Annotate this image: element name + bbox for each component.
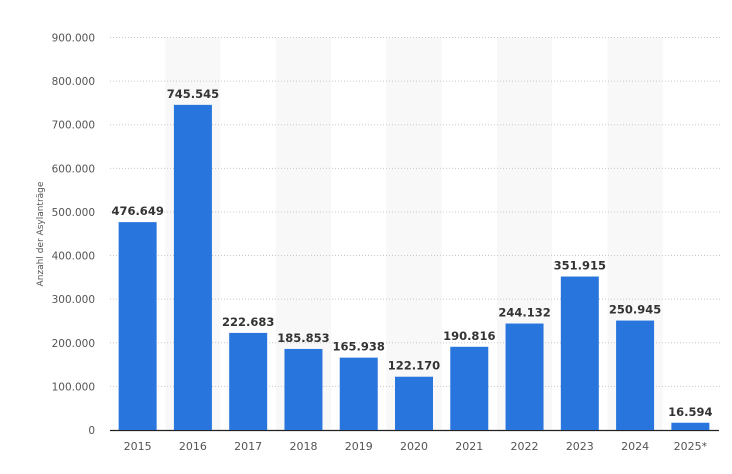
x-tick-label: 2016 <box>179 440 207 453</box>
bar-2021 <box>450 346 489 430</box>
data-label: 244.132 <box>498 306 550 320</box>
data-label: 122.170 <box>388 359 440 373</box>
y-tick-label: 200.000 <box>52 338 95 350</box>
x-tick-label: 2021 <box>455 440 483 453</box>
y-tick-label: 500.000 <box>52 207 95 219</box>
y-tick-label: 700.000 <box>52 120 95 132</box>
data-label: 165.938 <box>333 340 385 354</box>
data-label: 190.816 <box>443 329 495 343</box>
x-tick-label: 2022 <box>511 440 539 453</box>
x-tick-label: 2017 <box>234 440 262 453</box>
bar-2018 <box>284 348 323 430</box>
y-tick-label: 100.000 <box>52 381 95 393</box>
bar-2017 <box>229 332 268 430</box>
y-tick-label: 0 <box>88 425 95 437</box>
y-tick-label: 900.000 <box>52 33 95 45</box>
data-label: 745.545 <box>167 87 219 101</box>
column-band <box>386 37 442 430</box>
bar-2015 <box>118 222 157 430</box>
data-label: 222.683 <box>222 315 274 329</box>
data-label: 351.915 <box>554 259 606 273</box>
y-tick-label: 800.000 <box>52 76 95 88</box>
y-tick-label: 400.000 <box>52 251 95 263</box>
bar-2024 <box>616 320 655 430</box>
bar-2025 <box>671 422 710 430</box>
x-tick-label: 2019 <box>345 440 373 453</box>
x-tick-label: 2018 <box>289 440 317 453</box>
x-tick-label: 2023 <box>566 440 594 453</box>
bar-2020 <box>395 376 433 430</box>
data-label: 476.649 <box>111 204 163 218</box>
bar-2022 <box>505 323 544 430</box>
bar-2019 <box>339 357 378 430</box>
y-tick-label: 600.000 <box>52 163 95 175</box>
x-tick-label: 2015 <box>124 440 152 453</box>
x-tick-label: 2024 <box>621 440 649 453</box>
y-axis-label: Anzahl der Asylanträge <box>36 181 46 286</box>
y-tick-label: 300.000 <box>52 294 95 306</box>
data-label: 185.853 <box>277 331 329 345</box>
bar-2023 <box>560 276 599 430</box>
bar-2016 <box>173 104 212 430</box>
x-tick-label: 2020 <box>400 440 428 453</box>
x-tick-label: 2025* <box>674 440 708 453</box>
data-label: 250.945 <box>609 303 661 317</box>
data-label: 16.594 <box>668 405 712 419</box>
